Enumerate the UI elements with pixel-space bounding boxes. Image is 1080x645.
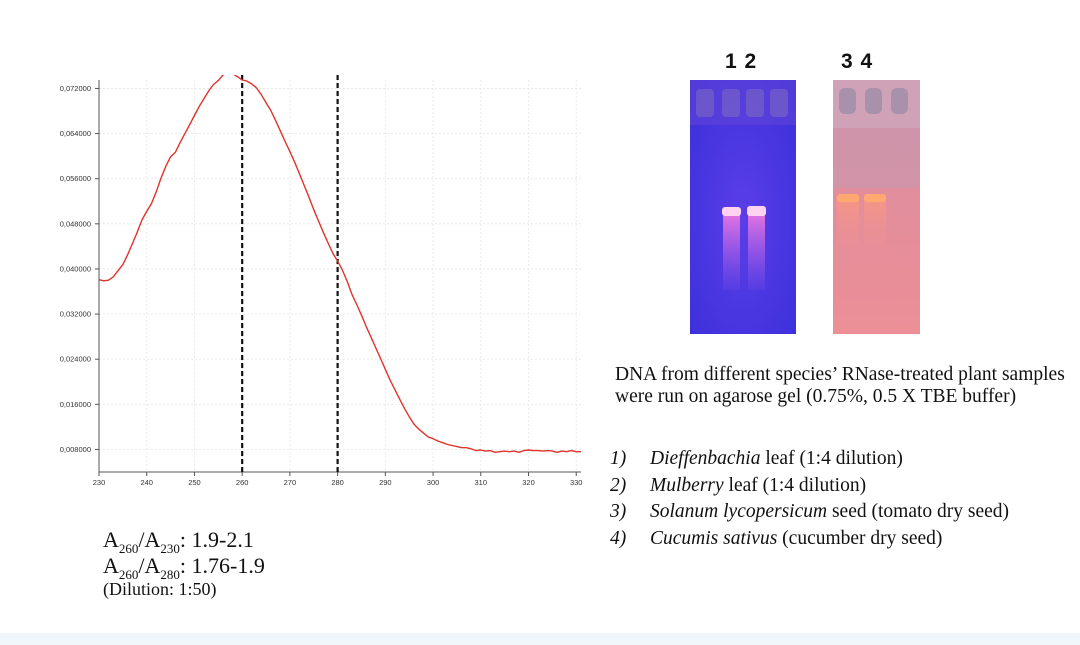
ratio-slash: /	[138, 553, 145, 578]
ratio-value: : 1.9-2.1	[179, 527, 254, 552]
y-tick-label: 0,040000	[60, 264, 91, 273]
x-tick-label: 330	[570, 478, 583, 487]
ratio-sub-230: 230	[160, 541, 180, 556]
x-tick-label: 320	[522, 478, 535, 487]
sample-detail: (cucumber dry seed)	[777, 527, 943, 549]
x-tick-label: 230	[93, 478, 106, 487]
sample-list: 1) Dieffenbachia leaf (1:4 dilution) 2) Mu…	[610, 446, 1080, 552]
y-tick-label: 0,064000	[60, 129, 91, 138]
list-item: 4) Cucumis sativus (cucumber dry seed)	[610, 526, 1080, 553]
x-tick-label: 280	[331, 478, 344, 487]
sample-species: Mulberry	[650, 474, 724, 496]
dilution-note: (Dilution: 1:50)	[103, 579, 217, 599]
x-tick-label: 270	[284, 478, 297, 487]
ratio-a: A	[103, 553, 119, 578]
ratio-a: A	[103, 527, 119, 552]
x-tick-label: 260	[236, 478, 249, 487]
ratio-slash: /	[138, 527, 145, 552]
tick-labels: 230 240 250 260 270 280 290 300 310 320 330 0,00800…	[60, 84, 583, 487]
list-item: 2) Mulberry leaf (1:4 dilution)	[610, 473, 1080, 500]
ratio-sub-260: 260	[118, 541, 139, 556]
y-tick-label: 0,072000	[60, 84, 91, 93]
gel-description: DNA from different species’ RNase-treate…	[615, 364, 1065, 407]
absorbance-series-line	[98, 75, 581, 453]
chart-axes	[95, 80, 581, 476]
ratio-value: : 1.76-1.9	[179, 553, 265, 578]
ratio-a: A	[144, 527, 161, 552]
ratio-a: A	[144, 553, 161, 578]
sample-detail: leaf (1:4 dilution)	[760, 448, 903, 469]
bottom-strip	[0, 633, 1080, 645]
x-tick-label: 300	[427, 478, 440, 487]
x-tick-label: 250	[188, 478, 201, 487]
absorbance-spectrum-chart: 230 240 250 260 270 280 290 300 310 320 330 0,00800…	[60, 75, 583, 487]
y-tick-label: 0,016000	[60, 400, 91, 409]
sample-species: Solanum lycopersicum	[650, 501, 828, 522]
x-tick-label: 310	[475, 478, 488, 487]
ratio-260-280: A260/A280: 1.76-1.9	[103, 553, 433, 582]
y-tick-label: 0,008000	[60, 445, 91, 454]
gel-image-lanes-1-2	[690, 80, 796, 334]
ratio-sub-280: 280	[160, 567, 180, 582]
gel-lane-labels-right: 3 4	[841, 50, 874, 73]
sample-number: 4)	[610, 527, 627, 549]
chart-grid	[98, 80, 581, 472]
sample-number: 3)	[610, 501, 627, 522]
gel-image-lanes-3-4	[833, 80, 920, 334]
sample-detail: leaf (1:4 dilution)	[723, 474, 867, 496]
y-tick-label: 0,048000	[60, 219, 91, 228]
list-item: 3) Solanum lycopersicum seed (tomato dry …	[610, 499, 1080, 526]
x-tick-label: 240	[140, 478, 153, 487]
y-tick-label: 0,032000	[60, 310, 91, 319]
absorbance-ratios: A260/A230: 1.9-2.1 A260/A280: 1.76-1.9 (…	[103, 527, 433, 599]
x-tick-label: 290	[379, 478, 392, 487]
y-tick-label: 0,056000	[60, 174, 91, 183]
ratio-260-230: A260/A230: 1.9-2.1	[103, 527, 433, 556]
ratio-sub-260: 260	[118, 567, 139, 582]
y-tick-label: 0,024000	[60, 355, 91, 364]
gel-lane-labels-left: 1 2	[725, 50, 758, 73]
sample-number: 1)	[610, 448, 627, 469]
list-item: 1) Dieffenbachia leaf (1:4 dilution)	[610, 446, 1080, 473]
series-layer	[98, 75, 581, 453]
sample-species: Dieffenbachia	[650, 448, 761, 469]
reference-lines	[241, 75, 339, 472]
sample-detail: seed (tomato dry seed)	[827, 501, 1010, 522]
sample-species: Cucumis sativus	[650, 527, 778, 549]
sample-number: 2)	[610, 474, 627, 496]
